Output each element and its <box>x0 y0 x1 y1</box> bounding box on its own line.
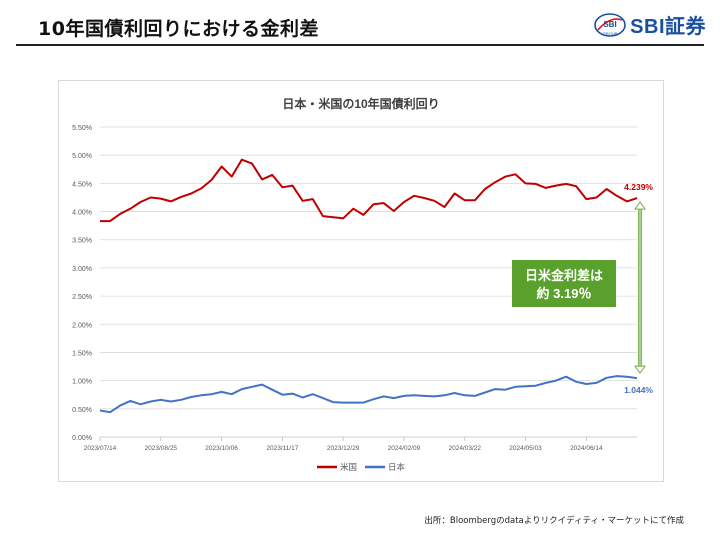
us-yield-line <box>100 158 638 223</box>
x-tick-label: 2023/12/29 <box>327 445 360 452</box>
spread-arrow <box>634 201 646 375</box>
x-tick-label: 2023/10/06 <box>205 445 238 452</box>
legend: 米国 日本 <box>317 462 406 472</box>
yield-chart: 日本・米国の10年国債利回り 0.00% 0.50% 1.00% 1.50% 2.00%… <box>72 96 653 472</box>
spread-arrow-head-top <box>634 201 646 210</box>
x-tick-label: 2024/03/22 <box>448 445 481 452</box>
x-tick-label: 2024/05/03 <box>509 445 542 452</box>
y-tick-label: 2.00% <box>72 322 92 329</box>
jp-end-label: 1.044% <box>624 385 653 395</box>
annotation-line-2: 約 3.19％ <box>537 286 592 301</box>
gridlines <box>100 126 637 438</box>
title-divider <box>16 44 704 46</box>
axes: 0.00% 0.50% 1.00% 1.50% 2.00% 2.50% 3.00% 3.50%… <box>72 125 603 452</box>
page-title: 10年国債利回りにおける金利差 <box>38 18 319 40</box>
y-tick-label: 4.00% <box>72 210 92 217</box>
us-end-label: 4.239% <box>624 182 653 192</box>
chart-container: 日本・米国の10年国債利回り 0.00% 0.50% 1.00% 1.50% 2.00%… <box>58 80 664 482</box>
y-tick-label: 0.50% <box>72 407 92 414</box>
logo-mark-subtext: GROUP <box>603 31 618 36</box>
sbi-logo: SBI GROUP SBI証券 <box>594 10 706 39</box>
data-labels: 4.239% 1.044% <box>624 182 653 395</box>
y-tick-label: 5.00% <box>72 153 92 160</box>
x-tick-label: 2023/07/14 <box>84 445 117 452</box>
x-tick-label: 2023/11/17 <box>266 445 298 452</box>
y-tick-label: 4.50% <box>72 181 92 188</box>
legend-label-us: 米国 <box>340 462 357 472</box>
logo-mark-text: SBI <box>603 20 616 29</box>
y-tick-label: 2.50% <box>72 294 92 301</box>
y-tick-label: 5.50% <box>72 125 92 132</box>
sbi-group-mark: SBI GROUP <box>594 12 626 37</box>
y-tick-label: 3.50% <box>72 238 92 245</box>
y-tick-label: 1.50% <box>72 350 92 357</box>
logo-text: SBI証券 <box>630 16 706 38</box>
y-tick-label: 0.00% <box>72 435 92 442</box>
series-lines <box>99 158 638 414</box>
x-tick-label: 2024/02/09 <box>388 445 421 452</box>
x-tick-label: 2024/06/14 <box>570 445 603 452</box>
y-tick-label: 1.00% <box>72 379 92 386</box>
annotation-box <box>512 260 616 307</box>
source-note: 出所：Bloombergのdataよりリクイディティ・マーケットにて作成 <box>424 516 684 526</box>
chart-title: 日本・米国の10年国債利回り <box>282 96 439 111</box>
spread-arrow-head-bottom <box>634 365 646 375</box>
jp-yield-line <box>99 375 638 414</box>
x-tick-label: 2023/08/25 <box>145 445 178 452</box>
spread-annotation: 日米金利差は 約 3.19％ <box>512 260 616 307</box>
annotation-line-1: 日米金利差は <box>525 268 603 283</box>
legend-label-jp: 日本 <box>388 462 406 472</box>
y-tick-label: 3.00% <box>72 266 92 273</box>
